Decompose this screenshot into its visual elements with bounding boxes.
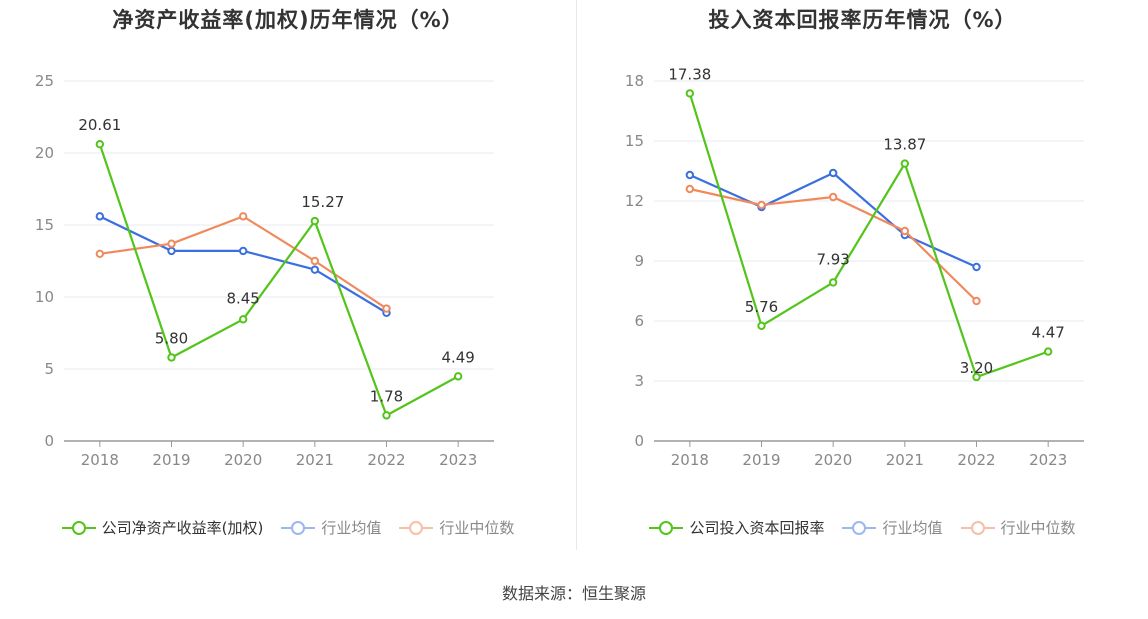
x-tick-label: 2019 xyxy=(152,451,190,469)
legend-label: 公司投入资本回报率 xyxy=(689,519,825,537)
data-point xyxy=(900,159,910,168)
data-point xyxy=(238,246,248,256)
data-label: 1.78 xyxy=(370,387,403,405)
y-tick-label: 3 xyxy=(634,372,644,390)
legend-line-icon xyxy=(842,520,877,536)
data-point xyxy=(95,212,105,221)
data-point xyxy=(757,321,766,330)
x-tick-label: 2023 xyxy=(439,451,477,469)
y-tick-label: 25 xyxy=(35,72,54,90)
data-point xyxy=(1043,347,1053,356)
legend-label: 行业均值 xyxy=(882,519,943,537)
x-tick-label: 2022 xyxy=(957,451,995,469)
roic-chart: 0 3 6 9 12 15 18 2018 2019 2020 2021 2022 2023 17.38 5… xyxy=(625,65,1084,469)
legend-line-icon xyxy=(61,520,96,536)
x-tick-label: 2018 xyxy=(671,451,709,469)
data-point xyxy=(167,246,176,256)
panel-divider xyxy=(576,0,577,550)
legend-line-icon xyxy=(649,520,684,536)
data-label: 5.76 xyxy=(745,298,778,316)
legend-label: 公司净资产收益率(加权) xyxy=(101,519,264,537)
data-source-note: 数据来源：恒生聚源 xyxy=(501,584,646,603)
y-tick-label: 10 xyxy=(35,288,54,306)
data-label: 15.27 xyxy=(301,193,344,211)
y-tick-label: 12 xyxy=(625,192,644,210)
data-label: 7.93 xyxy=(816,250,849,268)
x-tick-label: 2023 xyxy=(1029,451,1067,469)
legend-item-industry-avg[interactable]: 行业均值 xyxy=(281,517,381,538)
data-point xyxy=(310,256,320,266)
series-line xyxy=(98,143,459,417)
x-tick-label: 2018 xyxy=(81,451,119,469)
data-point xyxy=(382,304,391,313)
data-point xyxy=(828,168,838,178)
x-tick-label: 2021 xyxy=(886,451,924,469)
data-point xyxy=(95,140,105,149)
data-point xyxy=(167,353,176,362)
y-tick-label: 15 xyxy=(35,216,54,234)
data-point xyxy=(238,212,248,221)
legend-item-company-roic[interactable]: 公司投入资本回报率 xyxy=(649,517,824,538)
y-tick-label: 0 xyxy=(44,432,54,450)
legend-line-icon xyxy=(399,520,434,536)
legend-item-company-roe[interactable]: 公司净资产收益率(加权) xyxy=(61,517,264,538)
data-point xyxy=(757,200,766,210)
data-label: 3.20 xyxy=(960,359,993,377)
data-label: 13.87 xyxy=(883,136,926,154)
roe-chart-legend: 公司净资产收益率(加权) 行业均值 行业中位数 xyxy=(0,517,576,538)
data-point xyxy=(310,265,320,274)
data-label: 20.61 xyxy=(78,116,121,134)
legend-item-industry-avg[interactable]: 行业均值 xyxy=(842,517,943,538)
data-label: 4.49 xyxy=(441,348,474,366)
roic-chart-title: 投入资本回报率历年情况（%） xyxy=(708,8,1017,32)
data-point xyxy=(828,192,838,202)
data-label: 4.47 xyxy=(1031,324,1064,342)
y-tick-label: 9 xyxy=(634,252,644,270)
data-point xyxy=(95,249,105,259)
legend-label: 行业均值 xyxy=(321,519,382,537)
data-point xyxy=(310,216,320,226)
y-tick-label: 20 xyxy=(35,144,54,162)
data-point xyxy=(382,411,391,420)
data-point xyxy=(685,170,695,180)
data-point xyxy=(972,296,981,306)
y-tick-label: 15 xyxy=(625,132,644,150)
data-label: 8.45 xyxy=(226,289,259,307)
legend-label: 行业中位数 xyxy=(439,519,515,537)
data-point xyxy=(972,262,981,272)
data-point xyxy=(167,239,176,248)
y-tick-label: 5 xyxy=(44,360,54,378)
x-tick-label: 2022 xyxy=(367,451,405,469)
data-point xyxy=(972,372,981,382)
data-point xyxy=(828,278,838,287)
x-tick-label: 2020 xyxy=(224,451,262,469)
legend-line-icon xyxy=(960,520,995,536)
x-tick-label: 2019 xyxy=(742,451,780,469)
roic-chart-panel: 投入资本回报率历年情况（%） 0 3 6 9 12 15 18 2018 2019 2020 202… xyxy=(577,0,1148,560)
legend-item-industry-median[interactable]: 行业中位数 xyxy=(960,517,1076,538)
roe-chart-panel: 净资产收益率(加权)历年情况（%） 0 5 10 15 20 25 2018 2019 2020… xyxy=(0,0,576,560)
data-point xyxy=(685,184,695,194)
x-tick-label: 2021 xyxy=(296,451,334,469)
roe-chart: 0 5 10 15 20 25 2018 2019 2020 2021 2022 2023 20.61 5… xyxy=(35,72,494,469)
legend-item-industry-median[interactable]: 行业中位数 xyxy=(399,517,514,538)
x-tick-label: 2020 xyxy=(814,451,852,469)
y-tick-label: 0 xyxy=(634,432,644,450)
y-tick-label: 6 xyxy=(634,312,644,330)
roic-chart-legend: 公司投入资本回报率 行业均值 行业中位数 xyxy=(577,517,1148,538)
data-label: 17.38 xyxy=(668,65,711,83)
data-point xyxy=(238,315,248,324)
data-point xyxy=(900,226,910,236)
roe-chart-title: 净资产收益率(加权)历年情况（%） xyxy=(112,8,464,32)
legend-label: 行业中位数 xyxy=(1000,519,1076,537)
y-tick-label: 18 xyxy=(625,72,644,90)
legend-line-icon xyxy=(281,520,316,536)
data-point xyxy=(685,89,695,98)
data-point xyxy=(453,372,463,381)
data-label: 5.80 xyxy=(155,329,188,347)
series-line xyxy=(688,93,1049,379)
